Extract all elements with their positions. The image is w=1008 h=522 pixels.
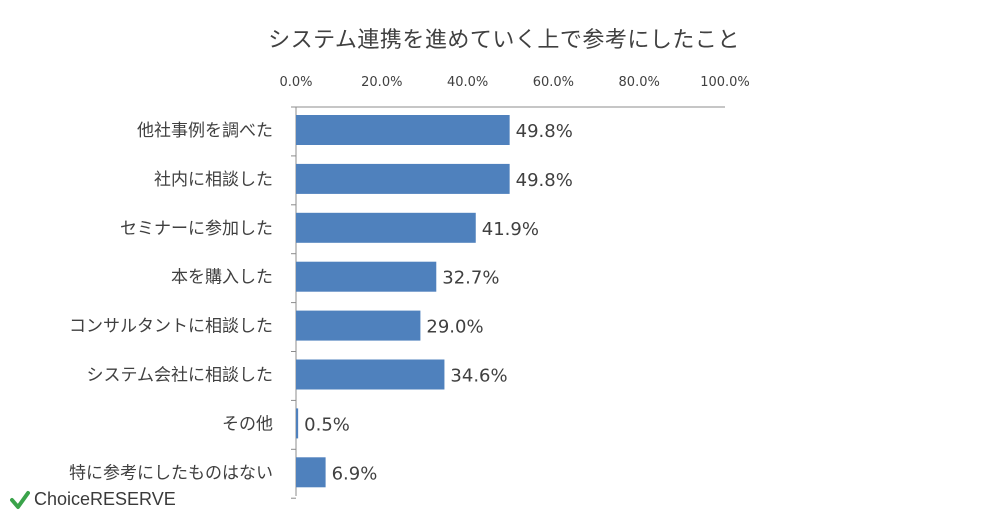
bar	[296, 261, 437, 292]
category-label: セミナーに参加した	[120, 219, 273, 239]
bar	[296, 408, 299, 439]
label-layer: 他社事例を調べた 49.8% 社内に相談した 49.8% セミナーに参加した 41.9% 本…	[69, 121, 573, 484]
category-label: システム会社に相談した	[87, 366, 274, 386]
x-tick-label: 20.0%	[361, 75, 402, 90]
brand-logo: ChoiceRESERVE	[10, 489, 176, 510]
category-label: 本を購入した	[171, 268, 273, 288]
bar	[296, 457, 326, 488]
data-label: 34.6%	[450, 366, 507, 387]
data-label: 49.8%	[516, 121, 573, 142]
x-tick-label: 40.0%	[447, 75, 488, 90]
bar	[296, 212, 476, 243]
data-label: 49.8%	[516, 170, 573, 191]
data-label: 29.0%	[426, 317, 483, 338]
category-label: 他社事例を調べた	[137, 121, 273, 141]
category-label: 社内に相談した	[154, 170, 273, 190]
bar-layer	[296, 115, 510, 488]
data-label: 32.7%	[442, 268, 499, 289]
chart-title: システム連携を進めていく上で参考にしたこと	[268, 28, 740, 53]
axis-layer: 0.0% 20.0% 40.0% 60.0% 80.0% 100.0%	[279, 75, 750, 499]
category-label: コンサルタントに相談した	[69, 317, 273, 337]
x-tick-label: 80.0%	[619, 75, 660, 90]
category-label: その他	[222, 414, 273, 434]
data-label: 6.9%	[332, 463, 378, 484]
category-label: 特に参考にしたものはない	[69, 463, 273, 483]
check-logo-icon	[10, 490, 30, 509]
bar	[296, 359, 445, 390]
x-tick-label: 60.0%	[533, 75, 574, 90]
bar	[296, 310, 421, 341]
brand-logo-text: ChoiceRESERVE	[34, 489, 176, 509]
x-tick-label: 0.0%	[279, 75, 312, 90]
x-tick-label: 100.0%	[700, 75, 750, 90]
bar	[296, 115, 510, 145]
bar	[296, 163, 510, 194]
data-label: 0.5%	[304, 414, 350, 435]
data-label: 41.9%	[482, 219, 539, 240]
